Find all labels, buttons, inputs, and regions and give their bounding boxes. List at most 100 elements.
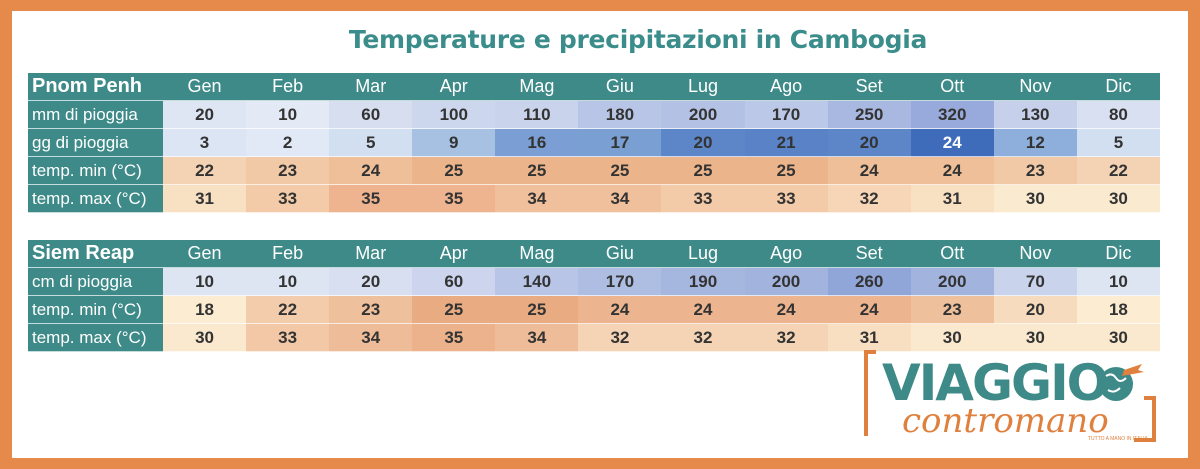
- table-row-rain: mm di pioggia 20 10 60 100 110 180 200 170 250 320…: [28, 100, 1160, 129]
- value-cell: 16: [495, 128, 579, 157]
- value-cell: 33: [246, 184, 330, 213]
- city-name: Siem Reap: [28, 240, 163, 268]
- month-header: Nov: [993, 73, 1077, 101]
- value-cell: 33: [246, 323, 330, 352]
- value-cell: 9: [412, 128, 496, 157]
- value-cell: 200: [910, 267, 994, 296]
- value-cell: 35: [412, 184, 496, 213]
- month-header: Lug: [661, 240, 745, 268]
- value-cell: 33: [744, 184, 828, 213]
- value-cell: 20: [661, 128, 745, 157]
- month-header: Feb: [246, 240, 330, 268]
- value-cell: 30: [993, 323, 1077, 352]
- month-header: Apr: [412, 240, 496, 268]
- value-cell: 70: [993, 267, 1077, 296]
- value-cell: 30: [163, 323, 247, 352]
- logo-graphic: VIAGGIO contromano TUTTO A MANO IN ITALI…: [864, 350, 1156, 442]
- value-cell: 25: [744, 156, 828, 185]
- month-header: Giu: [578, 73, 662, 101]
- logo-wordmark: VIAGGIO: [882, 354, 1107, 412]
- row-label: gg di pioggia: [28, 128, 163, 157]
- value-cell: 5: [1076, 128, 1160, 157]
- value-cell: 24: [827, 156, 911, 185]
- month-header: Apr: [412, 73, 496, 101]
- value-cell: 23: [329, 295, 413, 324]
- table-row-tmax: temp. max (°C) 31 33 35 35 34 34 33 33 32 31 30 30: [28, 184, 1160, 213]
- value-cell: 60: [412, 267, 496, 296]
- value-cell: 130: [993, 100, 1077, 129]
- value-cell: 190: [661, 267, 745, 296]
- value-cell: 110: [495, 100, 579, 129]
- page-title: Temperature e precipitazioni in Cambogia: [348, 25, 928, 54]
- value-cell: 2: [246, 128, 330, 157]
- month-header: Ago: [744, 240, 828, 268]
- value-cell: 260: [827, 267, 911, 296]
- month-header: Nov: [993, 240, 1077, 268]
- globe-icon: [1099, 364, 1144, 401]
- value-cell: 140: [495, 267, 579, 296]
- value-cell: 24: [910, 156, 994, 185]
- month-header: Dic: [1076, 73, 1160, 101]
- value-cell: 24: [744, 295, 828, 324]
- value-cell: 32: [827, 184, 911, 213]
- value-cell: 170: [744, 100, 828, 129]
- value-cell: 25: [412, 156, 496, 185]
- value-cell: 250: [827, 100, 911, 129]
- value-cell: 25: [495, 295, 579, 324]
- month-header: Mar: [329, 73, 413, 101]
- value-cell: 10: [163, 267, 247, 296]
- row-label: temp. min (°C): [28, 156, 163, 185]
- value-cell: 30: [993, 184, 1077, 213]
- value-cell: 25: [578, 156, 662, 185]
- value-cell: 30: [1076, 323, 1160, 352]
- month-header: Set: [827, 73, 911, 101]
- value-cell: 20: [827, 128, 911, 157]
- city-name: Pnom Penh: [28, 73, 163, 101]
- row-label: temp. min (°C): [28, 295, 163, 324]
- value-cell: 320: [910, 100, 994, 129]
- value-cell: 32: [744, 323, 828, 352]
- value-cell: 22: [1076, 156, 1160, 185]
- value-cell: 23: [993, 156, 1077, 185]
- month-header: Mar: [329, 240, 413, 268]
- value-cell: 30: [1076, 184, 1160, 213]
- value-cell: 34: [495, 184, 579, 213]
- value-cell: 180: [578, 100, 662, 129]
- month-header: Lug: [661, 73, 745, 101]
- value-cell: 22: [246, 295, 330, 324]
- value-cell: 31: [827, 323, 911, 352]
- value-cell: 25: [495, 156, 579, 185]
- value-cell: 31: [910, 184, 994, 213]
- logo-tagline: TUTTO A MANO IN ITALIA: [1088, 436, 1148, 442]
- row-label: temp. max (°C): [28, 323, 163, 352]
- value-cell: 20: [163, 100, 247, 129]
- value-cell: 24: [661, 295, 745, 324]
- value-cell: 34: [495, 323, 579, 352]
- value-cell: 3: [163, 128, 247, 157]
- value-cell: 100: [412, 100, 496, 129]
- month-header: Gen: [163, 73, 247, 101]
- value-cell: 18: [1076, 295, 1160, 324]
- value-cell: 18: [163, 295, 247, 324]
- month-header: Mag: [495, 73, 579, 101]
- month-header: Set: [827, 240, 911, 268]
- month-header: Ott: [910, 240, 994, 268]
- month-header: Ago: [744, 73, 828, 101]
- value-cell: 23: [910, 295, 994, 324]
- month-header: Feb: [246, 73, 330, 101]
- value-cell: 32: [661, 323, 745, 352]
- climate-table-pnom-penh: Pnom Penh Gen Feb Mar Apr Mag Giu Lug Ago Set Ott N…: [28, 73, 1160, 213]
- row-label: temp. max (°C): [28, 184, 163, 213]
- month-header: Ott: [910, 73, 994, 101]
- table-row-tmin: temp. min (°C) 22 23 24 25 25 25 25 25 24 24 23 22: [28, 156, 1160, 185]
- table-row-rain: cm di pioggia 10 10 20 60 140 170 190 200 260 200 7…: [28, 267, 1160, 296]
- value-cell: 22: [163, 156, 247, 185]
- value-cell: 24: [329, 156, 413, 185]
- value-cell: 200: [744, 267, 828, 296]
- table-header-row: Siem Reap Gen Feb Mar Apr Mag Giu Lug Ago Set Ott N…: [28, 240, 1160, 268]
- value-cell: 25: [412, 295, 496, 324]
- value-cell: 10: [246, 100, 330, 129]
- value-cell: 10: [246, 267, 330, 296]
- value-cell: 20: [993, 295, 1077, 324]
- value-cell: 20: [329, 267, 413, 296]
